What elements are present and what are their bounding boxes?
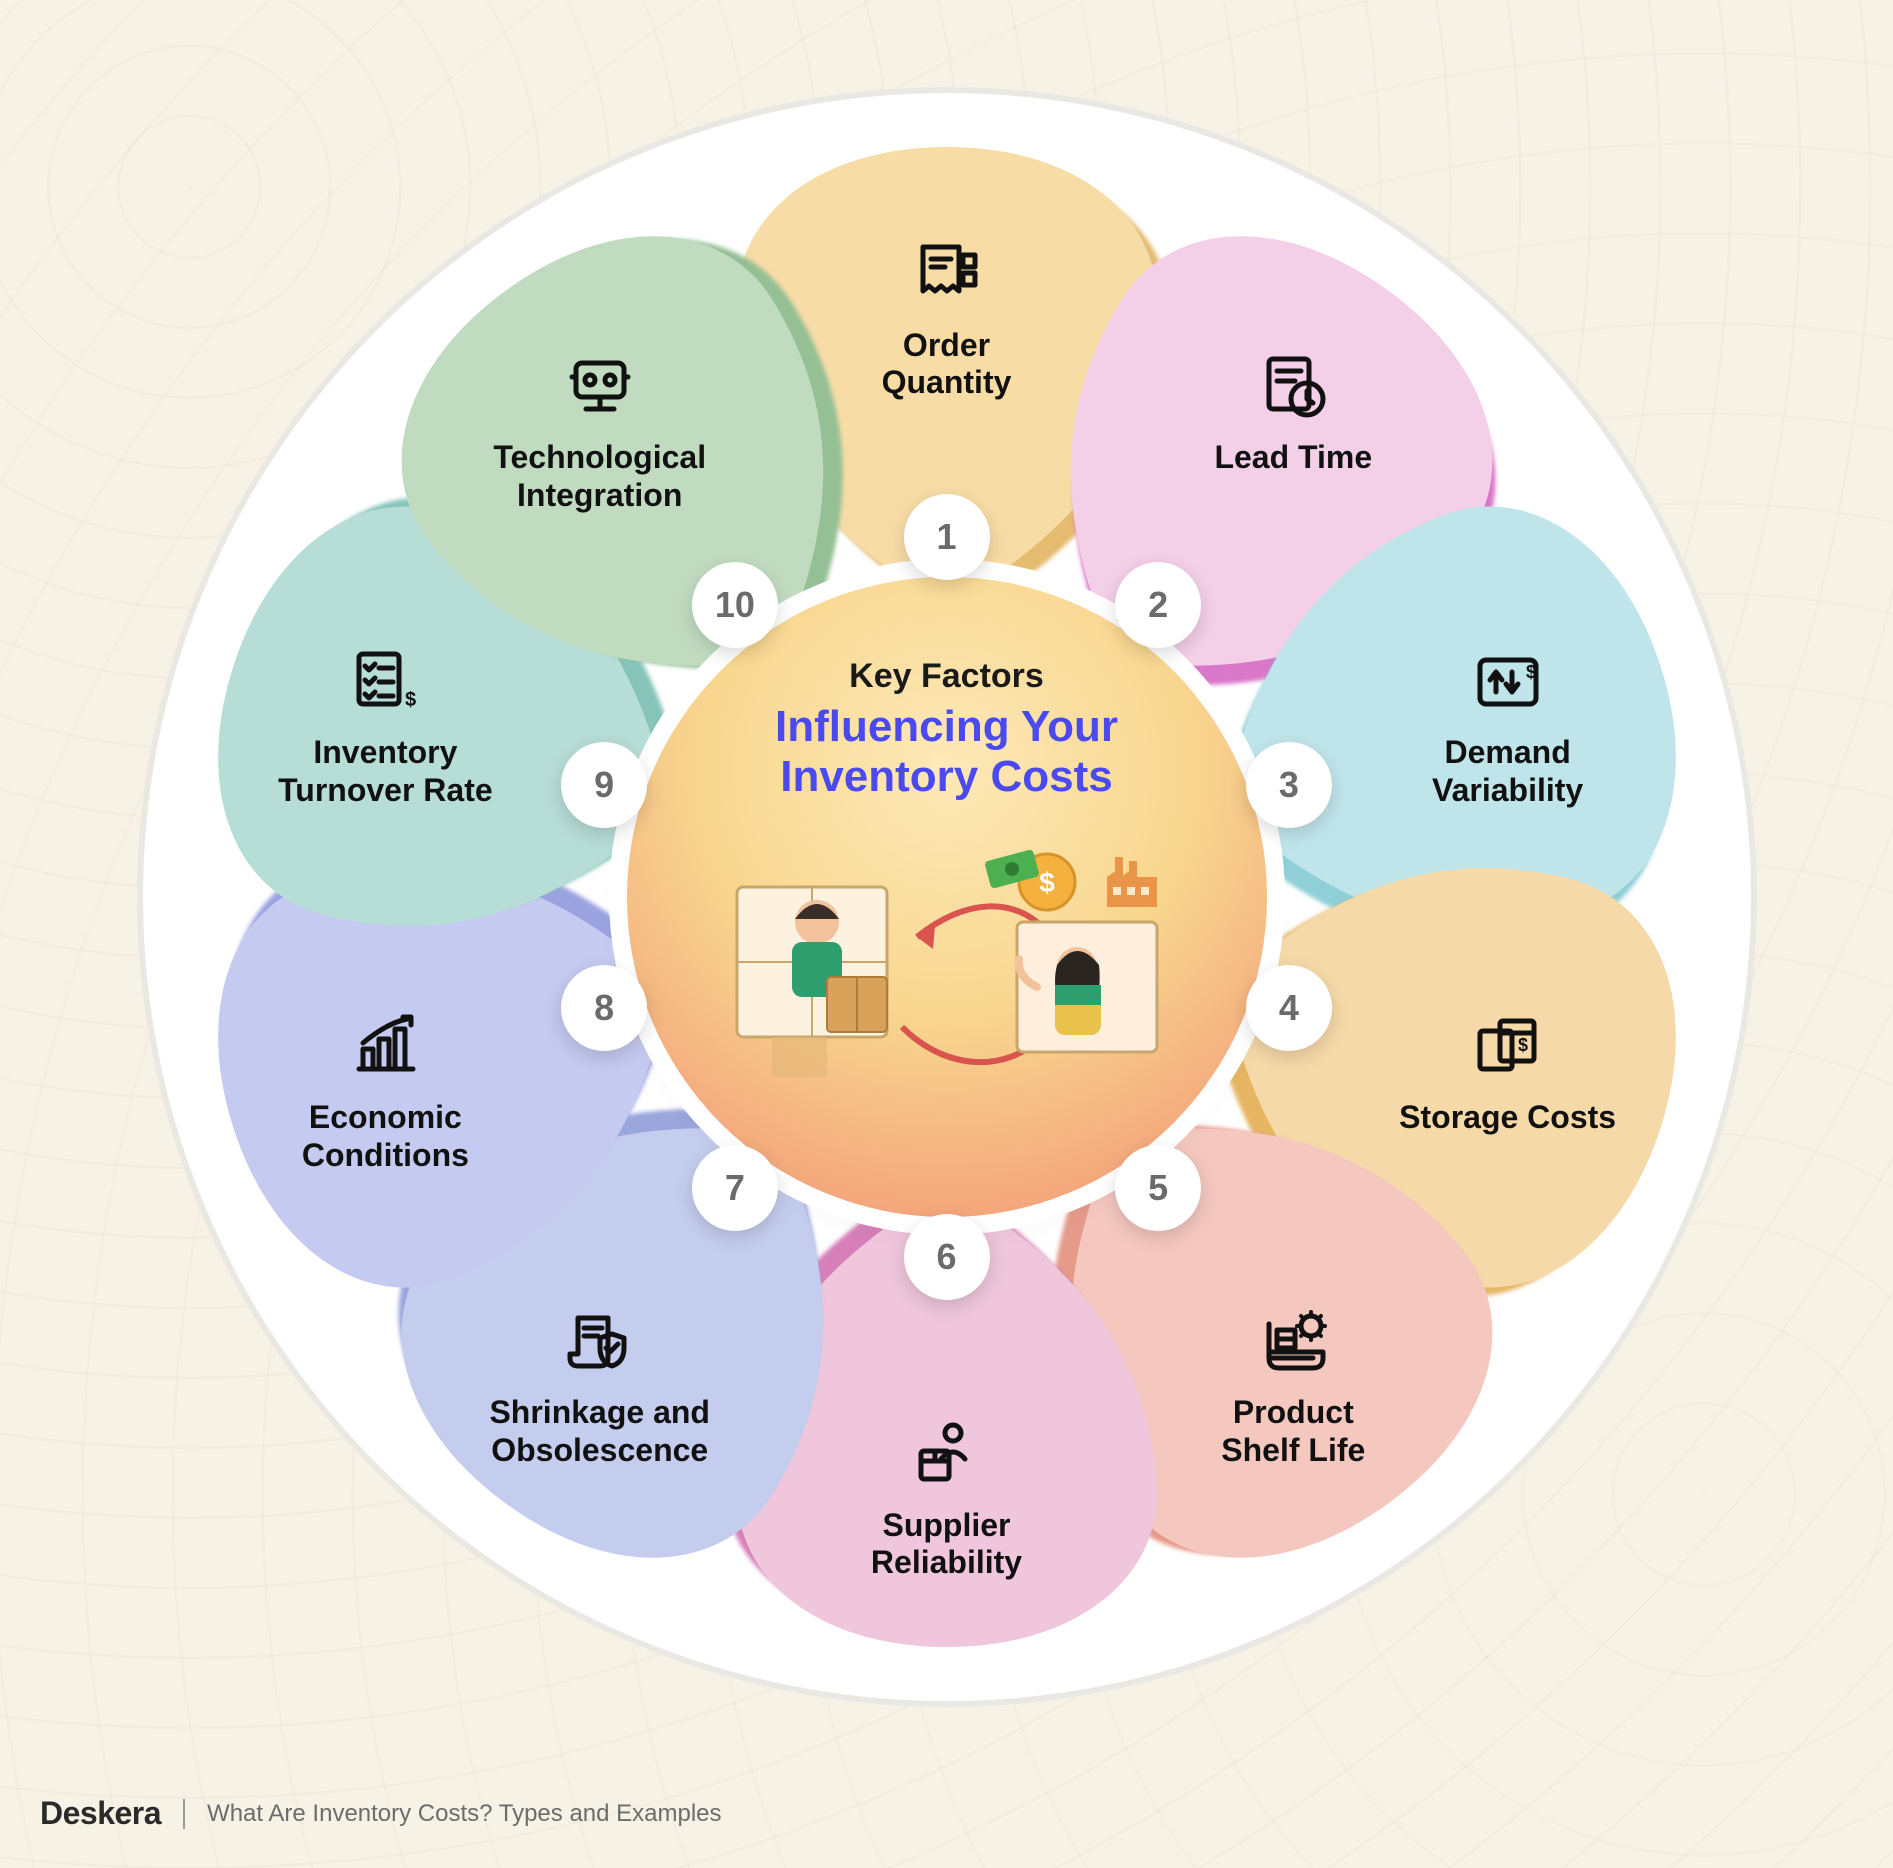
segment-number-badge: 2 <box>1115 562 1201 648</box>
clock-doc-icon <box>1255 349 1331 425</box>
person-box-icon <box>909 1417 985 1493</box>
blueprint-icon <box>1255 1304 1331 1380</box>
brand-logo: Deskera <box>40 1795 161 1832</box>
svg-text:$: $ <box>1526 662 1536 682</box>
segment-content: EconomicConditions <box>225 1009 545 1175</box>
segment-label: Lead Time <box>1214 439 1372 477</box>
segment-label: InventoryTurnover Rate <box>278 734 493 810</box>
segment-number-badge: 9 <box>561 742 647 828</box>
segment-label: EconomicConditions <box>302 1099 469 1175</box>
arrows-card-icon: $ <box>1470 644 1546 720</box>
segment-label: TechnologicalIntegration <box>493 439 706 515</box>
svg-text:$: $ <box>1039 867 1055 898</box>
svg-text:$: $ <box>1518 1035 1528 1055</box>
center-illustration: $ <box>717 827 1177 1087</box>
receipt-icon <box>909 237 985 313</box>
checklist-cost-icon: $ <box>347 644 423 720</box>
segment-content: TechnologicalIntegration <box>440 349 760 515</box>
boxes-cost-icon: $ <box>1470 1009 1546 1085</box>
segment-number-badge: 8 <box>561 965 647 1051</box>
segment-number-badge: 4 <box>1246 965 1332 1051</box>
segment-label: ProductShelf Life <box>1221 1394 1365 1470</box>
segment-content: Shrinkage andObsolescence <box>440 1304 760 1470</box>
bar-growth-icon <box>347 1009 423 1085</box>
center-disc: Key Factors Influencing Your Inventory C… <box>627 577 1267 1217</box>
footer-text: What Are Inventory Costs? Types and Exam… <box>207 1800 721 1828</box>
segment-number-badge: 3 <box>1246 742 1332 828</box>
segment-label: Shrinkage andObsolescence <box>489 1394 710 1470</box>
footer: Deskera What Are Inventory Costs? Types … <box>40 1795 722 1832</box>
segment-number-badge: 5 <box>1115 1145 1201 1231</box>
svg-text:$: $ <box>405 689 416 711</box>
center-subtitle: Key Factors <box>849 657 1044 696</box>
segment-number-badge: 1 <box>904 494 990 580</box>
segment-content: Lead Time <box>1133 349 1453 477</box>
robot-monitor-icon <box>562 349 638 425</box>
segment-number-badge: 6 <box>904 1214 990 1300</box>
wheel-container: OrderQuantity Lead Time $ DemandVariabil… <box>137 87 1757 1707</box>
shield-doc-icon <box>562 1304 638 1380</box>
center-title: Influencing Your Inventory Costs <box>707 702 1187 803</box>
segment-label: SupplierReliability <box>871 1507 1022 1583</box>
segment-number-badge: 10 <box>692 562 778 648</box>
footer-divider <box>183 1799 185 1829</box>
